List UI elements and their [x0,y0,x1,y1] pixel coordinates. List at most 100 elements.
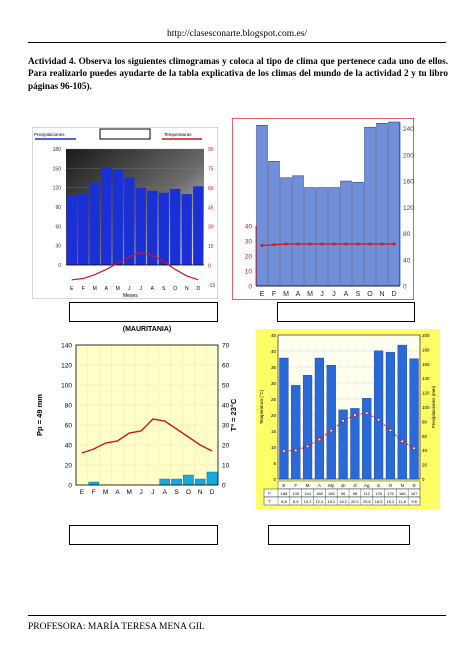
chart3-ytick-right: 0 [222,483,226,490]
chart2-temp-point [296,242,300,246]
chart4-temp-point [388,428,393,432]
chart2-ytick-right: 240 [403,126,414,133]
chart4-table-cell: 158 [328,491,335,496]
chart4-table-cell: 98 [353,491,357,496]
chart4-xtick: Jl [353,483,356,488]
chart2-bar [268,161,280,287]
chart3-bar [206,471,218,486]
chart4-table-cell: 130 [293,491,300,496]
chart4-xtick: N [401,483,404,488]
chart3-xtick: S [174,489,179,496]
chart4-bar [373,350,384,480]
chart2-ytick-right: 200 [403,152,414,159]
chart4-bar [302,375,313,480]
chart4-bar [314,357,325,480]
chart4-xtick: S [377,483,380,488]
chart1-legend-right: Temperaturas [164,132,192,137]
chart4-bar [409,358,419,480]
chart3-xtick: F [92,489,96,496]
chart2-ytick-right: 40 [403,257,411,264]
chart3-bar [183,474,194,486]
chart1-bar [89,182,100,265]
chart2-temp-point [260,244,264,247]
chart3-xtick: A [115,489,120,496]
chart1-ytick-left: 30 [55,244,61,250]
chart3-bar [159,478,171,486]
chart1-xtick: M [116,286,120,292]
chart1-xtick: E [70,286,74,292]
chart2-temp-point [284,242,288,246]
chart4-table-cell: 176 [387,491,394,496]
chart1-bar [112,169,123,265]
chart4-table-cell: 10,2 [304,499,312,504]
chart3-ytick-right: 20 [222,443,230,450]
answer-box-4[interactable] [268,525,410,545]
chart4-ytick-left: 40 [271,349,277,354]
answer-box-1[interactable] [69,302,218,322]
chart3-ytick-left: 120 [61,363,72,370]
chart2-bar [304,187,316,287]
activity-instructions: Actividad 4. Observa los siguientes clim… [28,56,448,91]
chart1-ytick-left: 180 [53,147,62,153]
chart4-cat-row [277,480,421,490]
chart3-ytick-left: 100 [61,383,72,390]
chart3-ytick-left: 80 [65,403,73,410]
chart4-ytick-right: 180 [422,347,430,352]
chart2-xtick: M [283,291,289,298]
answer-box-2[interactable] [277,302,415,322]
chart2-xtick: J [332,291,336,298]
chart4-bar [350,408,360,480]
climograph-3: (MAURITANIA) 140 120 100 80 60 40 20 0 70 60 50 40 30… [30,325,246,497]
chart1-bar [124,177,135,265]
chart1-bar [101,167,112,265]
chart4-ytick-left: 45 [271,333,277,338]
chart4-table-cell: 168 [281,491,288,496]
chart2-xtick: S [356,291,361,298]
chart2-xtick: A [344,291,349,298]
chart4-table-cell: 18,5 [375,499,383,504]
chart1-ytick-right: 30 [208,225,214,231]
chart2-xtick: D [391,291,396,298]
chart3-xtick: D [210,489,215,496]
chart1-bar [78,194,89,265]
climograph-1: Precipitaciones Temperaturas 180 150 120 90 60… [31,126,219,300]
chart4-temp-point [329,429,333,433]
chart4-bar [397,344,407,480]
chart4-xtick: D [412,483,416,488]
chart4-temp-point [353,413,357,417]
chart1-xtick: A [105,286,109,292]
chart4-table-row-label: T [268,499,271,504]
chart2-bar [376,123,388,287]
chart4-table-cell: 9,6 [411,499,416,504]
chart3-ytick-right: 60 [222,363,230,370]
chart4-ytick-right: 20 [422,463,428,468]
chart2-temp-line [261,243,394,247]
chart1-ytick-right: 90 [208,147,214,153]
chart3-ytick-right: 70 [222,343,230,350]
chart4-bar [338,409,348,480]
answer-box-3[interactable] [69,525,218,545]
chart4-temp-point [282,449,286,453]
chart4-table-cell: 167 [411,491,418,496]
chart1-bar [135,187,146,265]
chart2-bar [340,180,352,287]
chart2-ytick-right: 120 [403,205,414,212]
chart3-bar [194,478,206,486]
chart4-temp-point [365,411,369,415]
chart3-ytick-right: 40 [222,403,230,410]
chart4-ytick-right: 140 [422,376,430,381]
chart2-bar [256,124,268,287]
chart2-xtick: N [379,291,384,298]
chart4-ytick-left: 0 [273,477,276,482]
chart4-table-row [263,496,421,506]
chart1-xtick: N [185,286,189,292]
chart4-ytick-left: 10 [271,445,277,450]
chart4-table-cell: 15,1 [327,499,335,504]
chart4-temp-point [376,418,381,422]
chart2-temp-point [320,242,324,246]
chart4-table-cell: 12,4 [316,499,324,504]
header-url[interactable]: http://clasesconarte.blogspot.com.es/ [166,29,308,39]
chart4-plot-bg [277,334,421,480]
chart4-table-cell: 20,6 [363,499,371,504]
